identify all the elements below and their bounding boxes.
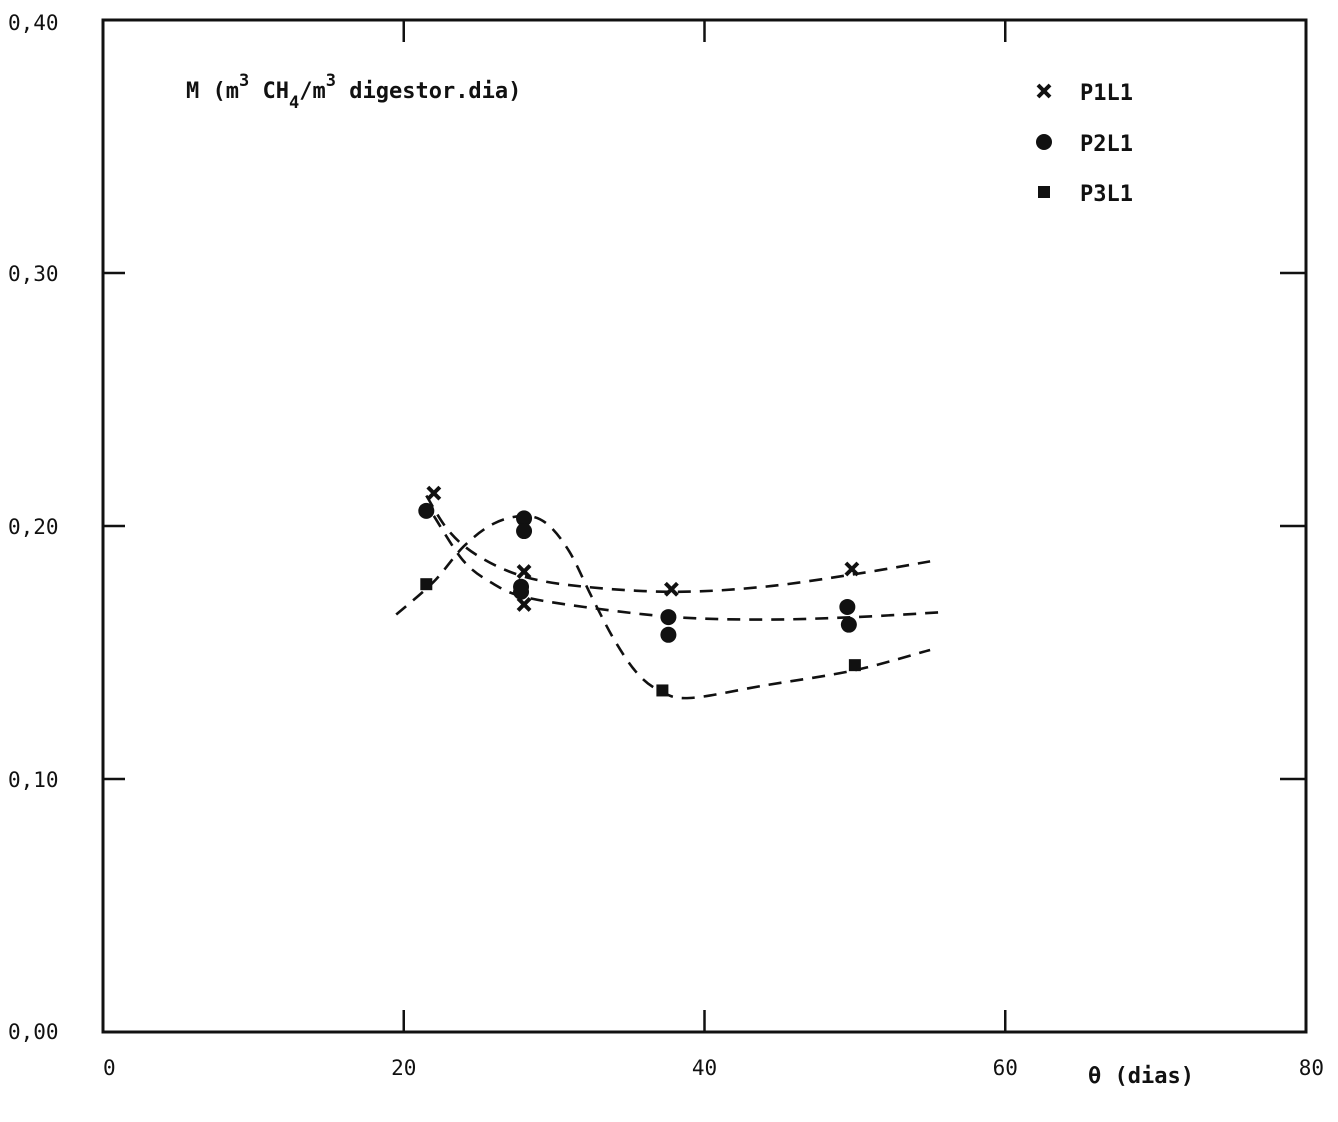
data-point-p1l1 [844,561,860,577]
axis-ticks [103,20,1306,1032]
data-point-p2l1 [839,598,856,615]
x-tick-label: 20 [391,1056,416,1080]
y-tick-label: 0,40 [8,11,59,35]
data-point-p2l1 [418,502,435,519]
legend-marker-p2l1 [1036,134,1052,150]
data-point-p2l1 [516,510,533,527]
y-tick-label: 0,20 [8,515,59,539]
data-point-p3l1 [848,659,861,672]
trend-curve-p1l1 [425,494,931,594]
x-tick-label: 60 [993,1056,1018,1080]
data-point-p3l1 [656,684,669,697]
data-point-p2l1 [513,583,530,600]
data-point-p2l1 [516,523,533,540]
trend-curve-p3l1 [395,514,931,700]
trend-curve-p2l1 [432,515,946,621]
legend-marker-p3l1 [1038,186,1050,198]
data-point-p1l1 [516,597,532,612]
trend-curves [395,494,946,700]
x-axis-title: θ (dias) [1088,1064,1194,1089]
legend-label-p3l1: P3L1 [1080,182,1133,207]
legend-marker-p1l1 [1036,83,1052,99]
data-point-p2l1 [660,609,677,626]
y-tick-label: 0,00 [8,1020,59,1044]
data-point-p1l1 [664,581,679,597]
y-tick-label: 0,10 [8,768,59,792]
legend: P1L1 P2L1 P3L1 [1036,81,1133,207]
x-tick-labels: 0 20 40 60 80 [103,1056,1324,1080]
legend-label-p2l1: P2L1 [1080,132,1133,157]
data-points [418,485,861,697]
x-tick-label: 0 [103,1056,116,1080]
data-point-p2l1 [660,626,677,643]
legend-label-p1l1: P1L1 [1080,81,1133,106]
y-tick-label: 0,30 [8,262,59,286]
y-tick-labels: 0,00 0,10 0,20 0,30 0,40 [8,11,59,1044]
data-point-p2l1 [840,616,857,633]
plot-frame [101,18,1308,1034]
data-point-p1l1 [426,485,442,501]
data-point-p3l1 [420,578,433,591]
data-point-p1l1 [516,564,532,579]
y-axis-title: M (m3 CH4/m3 digestor.dia) [186,71,521,113]
x-tick-label: 80 [1299,1056,1324,1080]
x-tick-label: 40 [692,1056,717,1080]
